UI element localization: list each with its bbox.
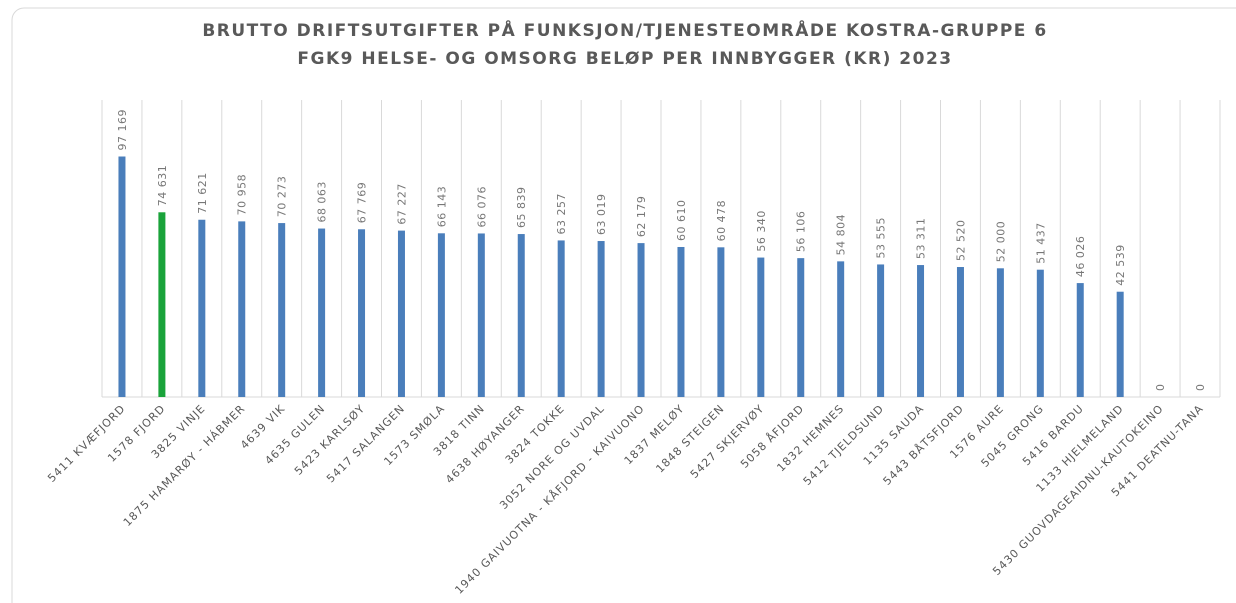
value-label: 65 839 xyxy=(515,187,528,229)
value-label: 42 539 xyxy=(1114,244,1127,286)
value-label: 53 555 xyxy=(875,217,888,259)
value-label: 52 520 xyxy=(954,220,967,262)
bar xyxy=(118,156,126,397)
bar xyxy=(198,219,206,397)
bar xyxy=(397,230,405,397)
bar xyxy=(637,243,645,397)
value-label: 51 437 xyxy=(1034,222,1047,264)
value-label: 56 106 xyxy=(795,211,808,253)
value-label: 60 610 xyxy=(675,199,688,241)
bar xyxy=(996,268,1004,397)
chart-title: FGK9 HELSE- OG OMSORG BELØP PER INNBYGGE… xyxy=(297,49,952,69)
value-label: 62 179 xyxy=(635,196,648,238)
bar xyxy=(557,240,565,397)
bar xyxy=(318,228,326,397)
value-label: 46 026 xyxy=(1074,236,1087,278)
value-label: 66 076 xyxy=(475,186,488,227)
chart-title: BRUTTO DRIFTSUTGIFTER PÅ FUNKSJON/TJENES… xyxy=(202,18,1047,41)
value-label: 70 958 xyxy=(236,174,249,216)
bar xyxy=(437,233,445,397)
bar xyxy=(717,247,725,397)
value-label: 68 063 xyxy=(316,181,329,223)
value-label: 60 478 xyxy=(715,200,728,242)
value-label: 63 257 xyxy=(555,193,568,235)
value-label: 53 311 xyxy=(915,218,928,260)
value-label: 0 xyxy=(1194,384,1207,392)
value-label: 0 xyxy=(1154,384,1167,392)
bar xyxy=(677,246,685,397)
value-label: 63 019 xyxy=(595,194,608,236)
value-label: 70 273 xyxy=(276,176,289,218)
value-label: 52 000 xyxy=(994,221,1007,262)
chart-frame xyxy=(11,7,1236,603)
bar xyxy=(837,261,845,397)
bar xyxy=(158,212,166,397)
bar xyxy=(956,267,964,397)
value-label: 71 621 xyxy=(196,172,209,214)
bar xyxy=(477,233,485,397)
bar xyxy=(238,221,246,397)
bar xyxy=(358,229,366,397)
value-label: 67 227 xyxy=(395,183,408,225)
bar xyxy=(517,234,525,397)
value-label: 56 340 xyxy=(755,210,768,252)
bar xyxy=(797,258,805,397)
value-label: 54 804 xyxy=(835,214,848,256)
bar xyxy=(757,257,765,397)
bar xyxy=(1076,283,1084,397)
value-label: 67 769 xyxy=(356,182,369,224)
value-label: 66 143 xyxy=(435,186,448,228)
bar xyxy=(877,264,885,397)
bar xyxy=(278,223,286,397)
bar xyxy=(597,241,605,397)
bar xyxy=(1036,269,1044,397)
value-label: 97 169 xyxy=(116,109,129,151)
bar xyxy=(1116,291,1124,397)
bar xyxy=(917,265,925,397)
value-label: 74 631 xyxy=(156,165,169,207)
